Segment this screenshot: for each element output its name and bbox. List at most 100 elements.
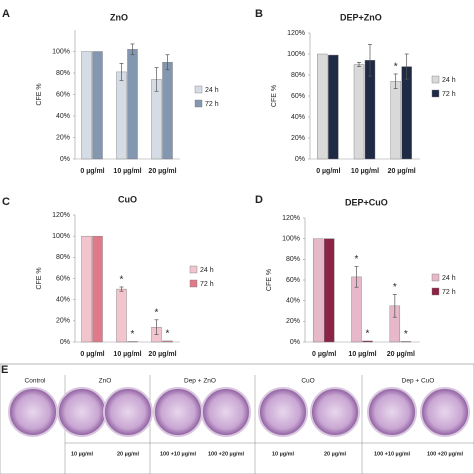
y-tick-label: 20% [291,135,305,142]
x-tick-label: 10 µg/ml [348,351,376,358]
bar [312,238,324,343]
dish [201,387,251,437]
chart-title: DEP+CuO [345,197,388,207]
y-tick-label: 0% [290,339,300,346]
chart-title: ZnO [110,12,128,22]
legend-label: 24 h [442,275,456,282]
y-tick-label: 80% [291,72,305,79]
y-tick-label: 20% [56,134,70,141]
dish [367,387,417,437]
panel-letter: D [255,194,263,206]
panel-letter: A [2,8,10,20]
dose-label: 100 +20 µg/ml [427,451,464,457]
significance-marker: * [404,329,408,340]
significance-marker: * [366,329,370,340]
legend-swatch [431,75,440,84]
y-tick-label: 60% [56,91,70,98]
y-tick-label: 120% [52,212,70,219]
bar [317,53,328,160]
y-axis-title: CFE % [271,85,278,107]
x-tick-label: 20 µg/ml [387,351,415,358]
bar [116,288,127,343]
group-label: Dep + ZnO [184,378,216,385]
x-tick-label: 10 µg/ml [113,168,141,175]
bar [401,66,412,160]
bar [390,81,401,160]
x-tick-label: 20 µg/ml [388,168,416,175]
y-tick-label: 0% [60,156,70,163]
bar [92,235,103,343]
y-tick-label: 100% [52,233,70,240]
dish [57,387,107,437]
bar [362,340,373,343]
legend-swatch [431,89,440,98]
y-tick-label: 80% [56,70,70,77]
y-tick-label: 60% [286,277,300,284]
y-axis-title: CFE % [36,83,43,105]
y-tick-label: 120% [282,215,300,222]
panel-letter: C [2,196,10,208]
panel-letter: E [1,364,8,376]
legend-label: 72 h [205,101,219,108]
y-tick-label: 20% [56,318,70,325]
bar [127,341,138,343]
y-tick-label: 60% [56,275,70,282]
legend-swatch [194,85,203,94]
dose-label: 100 +10 µg/ml [160,451,197,457]
group-label: CuO [301,378,314,385]
bar [353,64,365,160]
legend-label: 72 h [200,281,214,288]
legend-label: 24 h [200,267,214,274]
legend-label: 72 h [442,289,456,296]
y-tick-label: 40% [291,114,305,121]
dish [420,387,470,437]
legend-swatch [431,273,440,282]
bar [328,54,339,160]
legend-label: 24 h [205,87,219,94]
y-axis-title: CFE % [36,267,43,289]
significance-marker: * [131,329,135,340]
y-tick-label: 40% [56,297,70,304]
significance-marker: * [155,307,159,318]
y-tick-label: 80% [286,256,300,263]
bar [116,71,127,160]
y-tick-label: 80% [56,254,70,261]
chart-title: DEP+ZnO [340,12,382,22]
bar [92,51,103,160]
legend-swatch [189,279,198,288]
legend-swatch [189,265,198,274]
bar [400,341,412,343]
x-tick-label: 0 µg/ml [316,168,340,175]
y-tick-label: 0% [60,339,70,346]
x-tick-label: 0 µg/ml [312,351,336,358]
significance-marker: * [393,282,397,293]
bar [81,51,92,160]
panel-letter: B [255,8,263,20]
x-tick-label: 20 µg/ml [148,351,176,358]
bar [323,238,335,343]
significance-marker: * [394,62,398,73]
y-tick-label: 0% [295,156,305,163]
y-tick-label: 100% [287,51,305,58]
y-tick-label: 40% [286,298,300,305]
chart-title: CuO [118,194,137,204]
dish [310,387,360,437]
legend-label: 24 h [442,77,456,84]
y-tick-label: 40% [56,113,70,120]
dose-label: 100 +10 µg/ml [374,451,411,457]
y-tick-label: 20% [286,318,300,325]
significance-marker: * [166,329,170,340]
bar [81,235,92,343]
dish [258,387,308,437]
y-axis-title: CFE % [266,269,273,291]
bar [127,49,138,160]
dose-label: 100 +20 µg/ml [208,451,245,457]
y-tick-label: 100% [282,236,300,243]
significance-marker: * [120,275,124,286]
legend-swatch [431,287,440,296]
bar [162,340,173,343]
x-tick-label: 10 µg/ml [351,168,379,175]
x-tick-label: 20 µg/ml [148,168,176,175]
legend-swatch [194,99,203,108]
